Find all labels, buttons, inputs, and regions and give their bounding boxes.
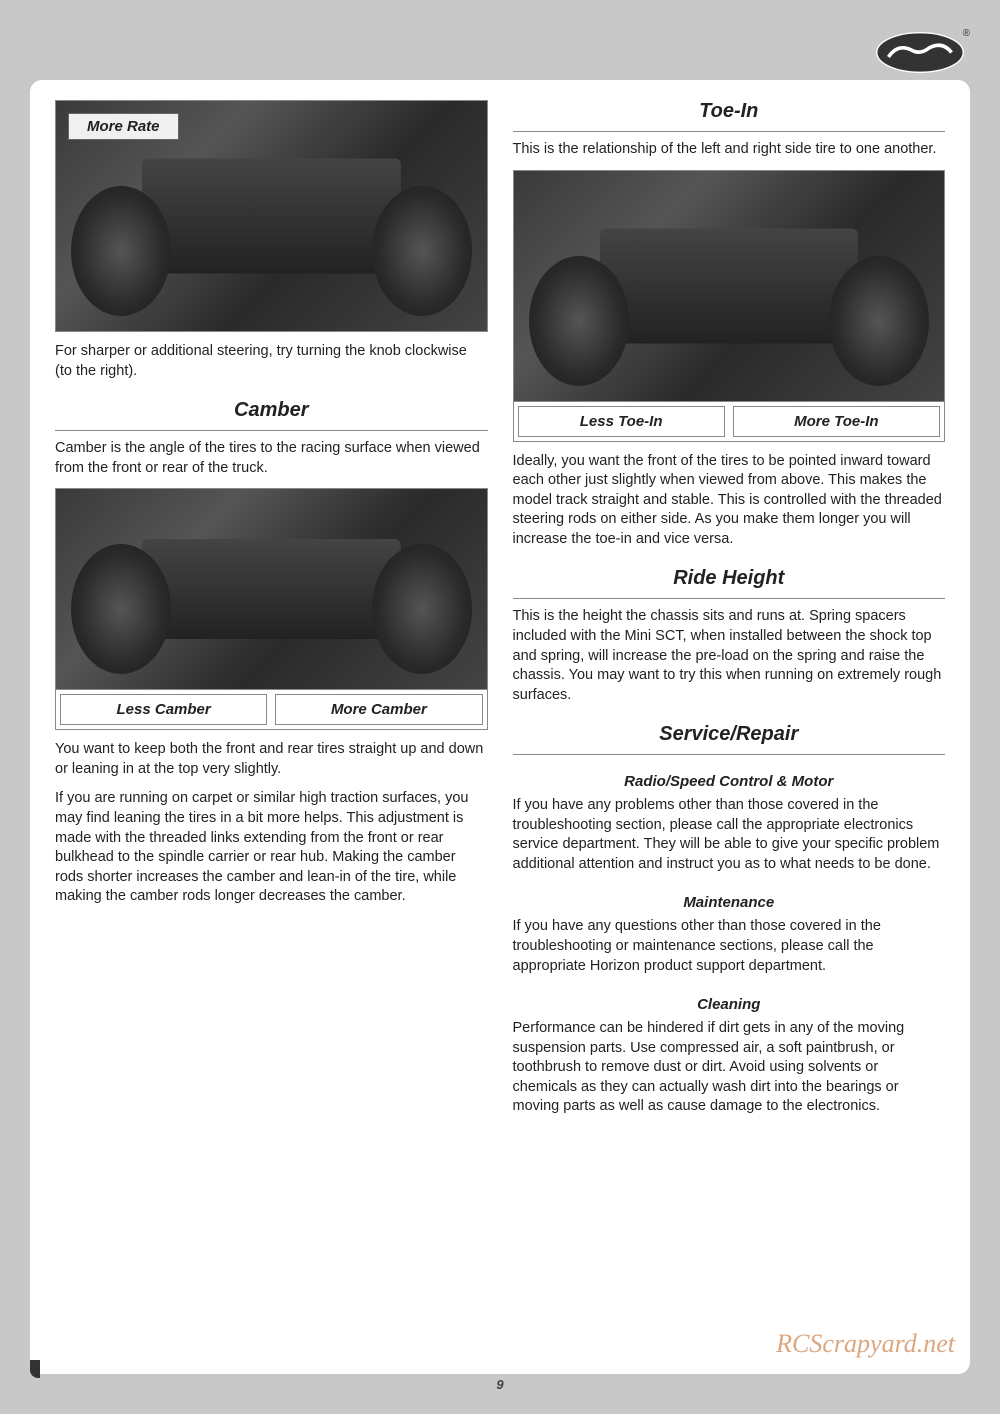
camber-image-box: Less Camber More Camber — [55, 488, 488, 730]
camber-para2: If you are running on carpet or similar … — [55, 789, 488, 906]
registered-mark: ® — [963, 28, 970, 39]
watermark: RCScrapyard.net — [776, 1329, 955, 1359]
camber-labels: Less Camber More Camber — [56, 689, 487, 729]
toein-image — [514, 171, 945, 401]
camber-para1: You want to keep both the front and rear… — [55, 740, 488, 779]
ride-height-title: Ride Height — [513, 567, 946, 592]
rate-overlay-label: More Rate — [68, 113, 179, 140]
service-title: Service/Repair — [513, 723, 946, 748]
divider — [55, 430, 488, 431]
divider — [513, 754, 946, 755]
toein-image-box: Less Toe-In More Toe-In — [513, 170, 946, 442]
brand-logo — [875, 30, 965, 75]
cleaning-para: Performance can be hindered if dirt gets… — [513, 1019, 946, 1117]
left-column: More Rate For sharper or additional stee… — [55, 100, 488, 1354]
divider — [513, 598, 946, 599]
toein-intro: This is the relationship of the left and… — [513, 140, 946, 160]
radio-title: Radio/Speed Control & Motor — [513, 773, 946, 790]
radio-para: If you have any problems other than thos… — [513, 796, 946, 874]
maintenance-para: If you have any questions other than tho… — [513, 917, 946, 976]
page-card: More Rate For sharper or additional stee… — [30, 80, 970, 1374]
right-column: Toe-In This is the relationship of the l… — [513, 100, 946, 1354]
camber-title: Camber — [55, 399, 488, 424]
less-camber-label: Less Camber — [60, 694, 267, 725]
cleaning-title: Cleaning — [513, 996, 946, 1013]
toein-labels: Less Toe-In More Toe-In — [514, 401, 945, 441]
maintenance-title: Maintenance — [513, 894, 946, 911]
more-toein-label: More Toe-In — [733, 406, 940, 437]
toein-para: Ideally, you want the front of the tires… — [513, 452, 946, 550]
rate-image: More Rate — [56, 101, 487, 331]
toein-title: Toe-In — [513, 100, 946, 125]
rate-image-box: More Rate — [55, 100, 488, 332]
less-toein-label: Less Toe-In — [518, 406, 725, 437]
rate-text: For sharper or additional steering, try … — [55, 342, 488, 381]
more-camber-label: More Camber — [275, 694, 482, 725]
divider — [513, 131, 946, 132]
camber-image — [56, 489, 487, 689]
camber-intro: Camber is the angle of the tires to the … — [55, 439, 488, 478]
footer-accent — [30, 1360, 40, 1378]
ride-height-para: This is the height the chassis sits and … — [513, 607, 946, 705]
page-number: 9 — [496, 1377, 503, 1392]
